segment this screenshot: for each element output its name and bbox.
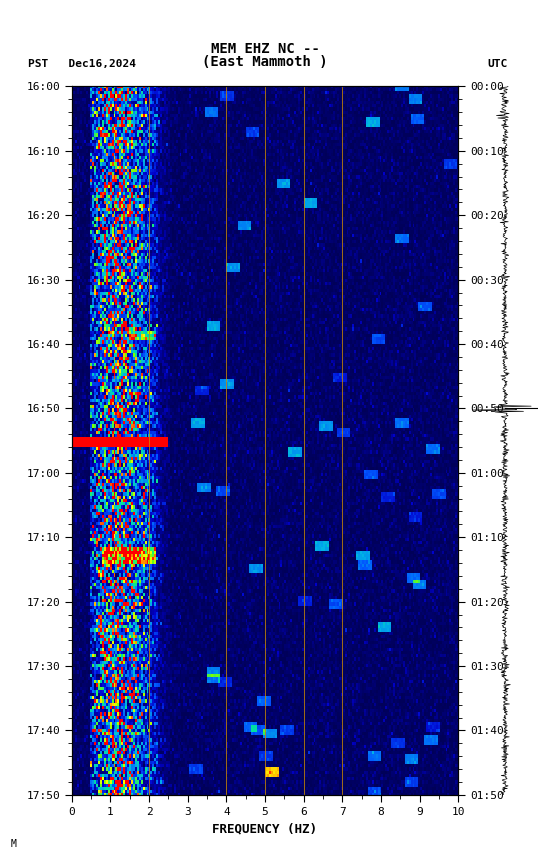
Text: MEM EHZ NC --: MEM EHZ NC -- (210, 42, 320, 56)
Text: UTC: UTC (487, 59, 508, 69)
Text: M: M (11, 839, 17, 848)
X-axis label: FREQUENCY (HZ): FREQUENCY (HZ) (213, 823, 317, 835)
Text: (East Mammoth ): (East Mammoth ) (202, 55, 328, 69)
Text: PST   Dec16,2024: PST Dec16,2024 (28, 59, 136, 69)
